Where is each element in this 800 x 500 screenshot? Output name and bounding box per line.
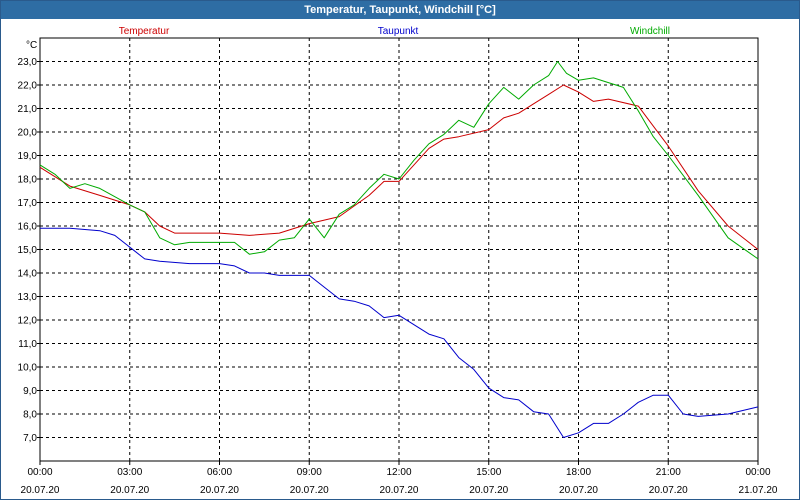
y-tick-label: 19,0 <box>18 151 38 162</box>
y-tick-label: 23,0 <box>18 57 38 68</box>
y-tick-label: 20,0 <box>18 128 38 139</box>
y-tick-label: 10,0 <box>18 363 38 374</box>
x-tick-label-time: 09:00 <box>297 467 322 478</box>
y-tick-label: 13,0 <box>18 292 38 303</box>
y-tick-label: 12,0 <box>18 316 38 327</box>
series-line-temperatur <box>39 84 759 250</box>
y-tick-label: 16,0 <box>18 222 38 233</box>
y-tick-label: 7,0 <box>23 433 37 444</box>
y-tick-label: 18,0 <box>18 175 38 186</box>
x-tick-label-date: 20.07.20 <box>559 485 598 496</box>
y-tick-label: 22,0 <box>18 81 38 92</box>
legend-windchill: Windchill <box>630 26 670 37</box>
y-tick-label: 15,0 <box>18 245 38 256</box>
window-title: Temperatur, Taupunkt, Windchill [°C] <box>1 1 799 19</box>
x-tick-label-date: 20.07.20 <box>649 485 688 496</box>
x-tick-label-date: 20.07.20 <box>21 485 60 496</box>
y-tick-label: 11,0 <box>18 339 37 350</box>
y-tick-label: 8,0 <box>23 410 37 421</box>
axis-ticks: 7,0 8,0 9,0 10,0 11,0 12,0 13,0 14,0 15,0 16,0 17,… <box>18 57 778 496</box>
x-tick-label-time: 21:00 <box>656 467 681 478</box>
y-tick-label: 21,0 <box>18 104 38 115</box>
x-tick-label-time: 03:00 <box>117 467 142 478</box>
y-tick-label: 9,0 <box>23 386 37 397</box>
y-axis-unit: °C <box>26 40 37 51</box>
y-tick-label: 14,0 <box>18 269 38 280</box>
x-tick-label-time: 00:00 <box>27 467 52 478</box>
x-tick-label-date: 20.07.20 <box>110 485 149 496</box>
grid <box>40 38 758 461</box>
x-tick-label-date: 20.07.20 <box>469 485 508 496</box>
y-tick-label: 17,0 <box>18 198 38 209</box>
series-line-taupunkt <box>40 227 759 438</box>
series-line-windchill <box>39 61 759 260</box>
x-tick-label-date: 20.07.20 <box>200 485 239 496</box>
x-tick-label-date: 20.07.20 <box>290 485 329 496</box>
x-tick-label-time: 12:00 <box>386 467 411 478</box>
series-lines <box>39 61 759 438</box>
x-tick-label-time: 15:00 <box>476 467 501 478</box>
x-tick-label-time: 06:00 <box>207 467 232 478</box>
legend-taupunkt: Taupunkt <box>378 26 419 37</box>
x-tick-label-date: 21.07.20 <box>739 485 778 496</box>
legend-temperatur: Temperatur <box>119 26 170 37</box>
x-tick-label-time: 00:00 <box>745 467 770 478</box>
x-tick-label-time: 18:00 <box>566 467 591 478</box>
x-tick-label-date: 20.07.20 <box>380 485 419 496</box>
